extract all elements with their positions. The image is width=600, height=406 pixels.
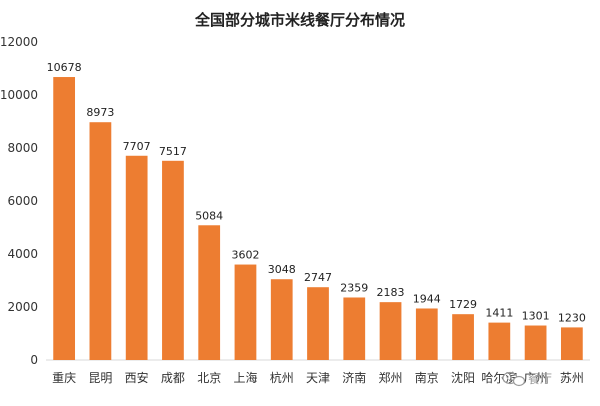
category-label: 郑州 [379, 370, 403, 385]
category-labels: 重庆 昆明 西安 成都 北京 上海 杭州 天津 济南 郑州 南京 沈阳 哈尔滨 广州 苏州 [52, 370, 584, 385]
bar [162, 160, 184, 360]
bar [524, 325, 547, 360]
bar [452, 314, 474, 360]
bar [53, 77, 76, 361]
category-label: 天津 [306, 371, 330, 385]
data-label: 1411 [485, 307, 513, 320]
category-label: 南京 [415, 370, 439, 385]
y-tick-label: 2000 [7, 300, 38, 314]
bars [53, 77, 583, 361]
category-label: 重庆 [52, 371, 76, 385]
category-label: 哈尔滨 [481, 370, 517, 385]
y-tick-label: 10000 [0, 88, 38, 102]
bar [488, 322, 511, 360]
watermark: 餐厅 [502, 371, 552, 387]
bar [379, 302, 402, 360]
category-label: 广州 [524, 371, 548, 385]
data-label: 8973 [86, 106, 114, 119]
data-label: 5084 [195, 209, 223, 222]
y-tick-label: 0 [30, 353, 38, 367]
category-label: 杭州 [270, 370, 294, 385]
data-label: 3048 [268, 263, 296, 276]
data-label: 2183 [377, 286, 405, 299]
data-label: 2747 [304, 271, 332, 284]
data-labels: 10678 8973 7707 7517 5084 3602 3048 2747 2359 218… [47, 61, 586, 324]
bar [125, 155, 148, 360]
chat-bubble-icon [502, 371, 526, 387]
category-label: 上海 [233, 370, 257, 385]
category-label: 北京 [197, 371, 221, 385]
data-label: 1729 [449, 298, 477, 311]
category-label: 济南 [342, 370, 366, 385]
y-tick-label: 12000 [0, 35, 38, 49]
category-label: 西安 [125, 370, 149, 385]
data-label: 2359 [340, 281, 368, 294]
bar [307, 287, 329, 360]
y-tick-label: 8000 [7, 141, 38, 155]
data-label: 1944 [413, 292, 441, 305]
data-label: 1301 [522, 310, 550, 323]
bar [415, 308, 438, 360]
data-label: 10678 [47, 61, 82, 74]
y-tick-label: 4000 [7, 247, 38, 261]
y-axis: 0 2000 4000 6000 8000 10000 12000 [0, 35, 38, 367]
bar [89, 122, 112, 360]
watermark-text: 餐厅 [528, 371, 552, 386]
data-label: 1230 [558, 311, 586, 324]
bar [270, 279, 293, 360]
bar [560, 327, 583, 360]
bar [198, 225, 221, 360]
bar [234, 264, 257, 360]
chart-title: 全国部分城市米线餐厅分布情况 [194, 11, 405, 29]
data-label: 3602 [231, 249, 259, 262]
category-label: 昆明 [88, 371, 112, 385]
data-label: 7707 [123, 140, 151, 153]
category-label: 苏州 [560, 371, 584, 385]
category-label: 成都 [161, 371, 185, 385]
y-tick-label: 6000 [7, 194, 38, 208]
bar [343, 297, 366, 360]
data-label: 7517 [159, 145, 187, 158]
category-label: 沈阳 [451, 370, 475, 385]
